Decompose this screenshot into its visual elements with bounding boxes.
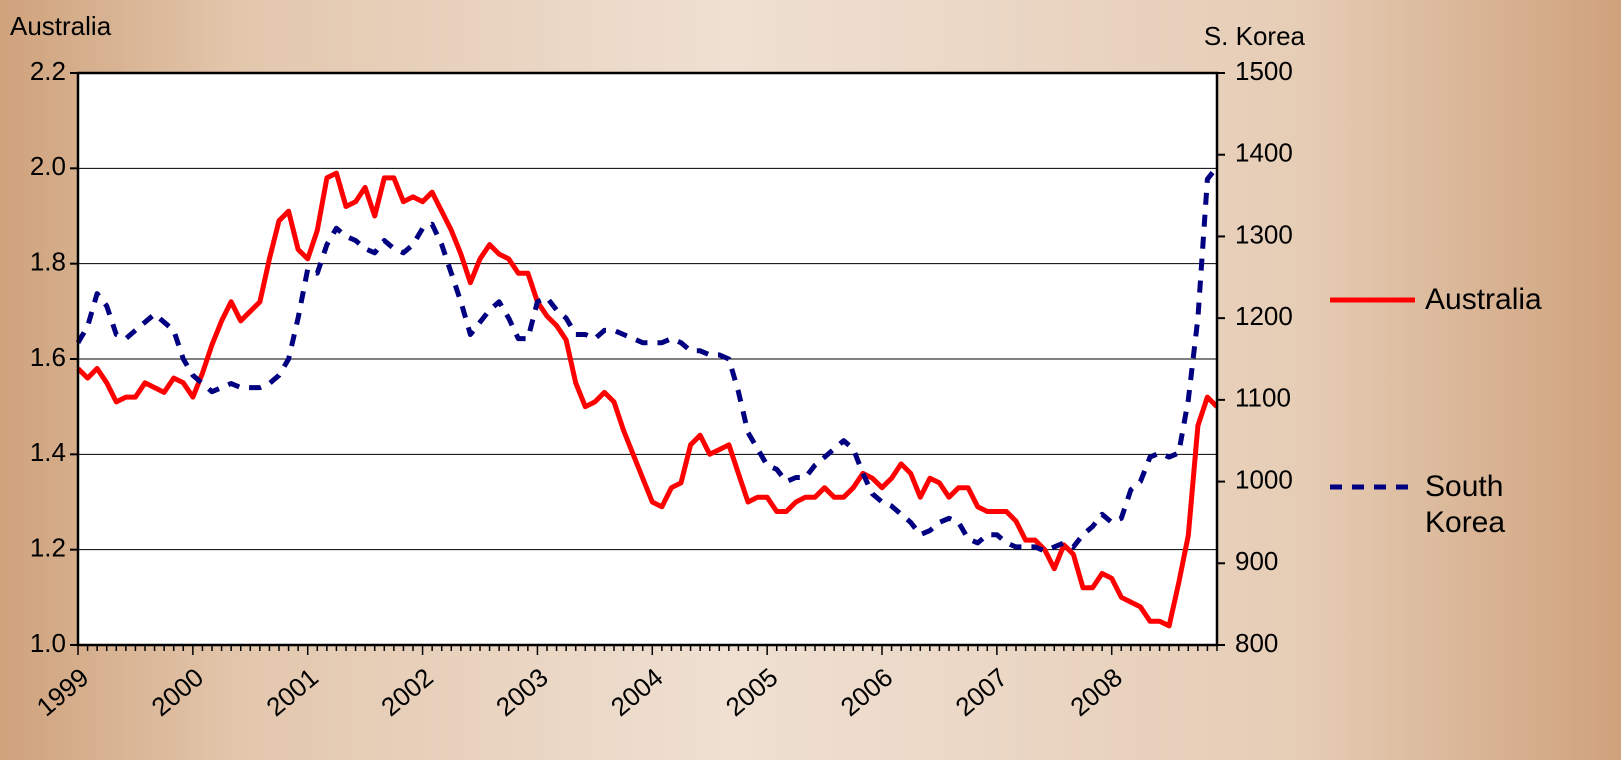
y-tick-label: 1.2: [30, 533, 66, 563]
y2-tick-label: 1500: [1235, 56, 1293, 86]
x-tick-label: 2002: [375, 662, 439, 722]
x-tick-label: 1999: [31, 662, 95, 722]
y-tick-label: 1.6: [30, 342, 66, 372]
y2-tick-label: 900: [1235, 546, 1278, 576]
y2-tick-label: 1300: [1235, 219, 1293, 249]
y-tick-label: 1.0: [30, 628, 66, 658]
x-tick-label: 2007: [950, 662, 1014, 722]
legend-label: Australia: [1425, 283, 1542, 316]
x-tick-label: 2008: [1064, 662, 1128, 722]
y2-tick-label: 1000: [1235, 464, 1293, 494]
y-tick-label: 1.4: [30, 437, 66, 467]
y2-tick-label: 1100: [1235, 383, 1291, 413]
y-tick-label: 2.2: [30, 56, 66, 86]
x-tick-label: 2004: [605, 662, 669, 722]
y2-axis-label: S. Korea: [1204, 21, 1306, 51]
plot-frame: [76, 71, 1219, 647]
line-series: [76, 170, 1219, 629]
x-tick-label: 2001: [260, 662, 324, 722]
y2-tick-label: 800: [1235, 628, 1278, 658]
y2-tick-label: 1400: [1235, 138, 1293, 168]
x-tick-label: 2003: [490, 662, 554, 722]
y-tick-label: 1.8: [30, 247, 66, 277]
legend-label: South Korea: [1425, 470, 1506, 539]
x-tick-label: 2000: [146, 662, 210, 722]
x-tick-label: 2005: [720, 662, 784, 722]
y-tick-label: 2.0: [30, 151, 66, 181]
y-axis-label: Australia: [10, 11, 112, 41]
y2-tick-label: 1200: [1235, 301, 1293, 331]
x-tick-label: 2006: [835, 662, 899, 722]
